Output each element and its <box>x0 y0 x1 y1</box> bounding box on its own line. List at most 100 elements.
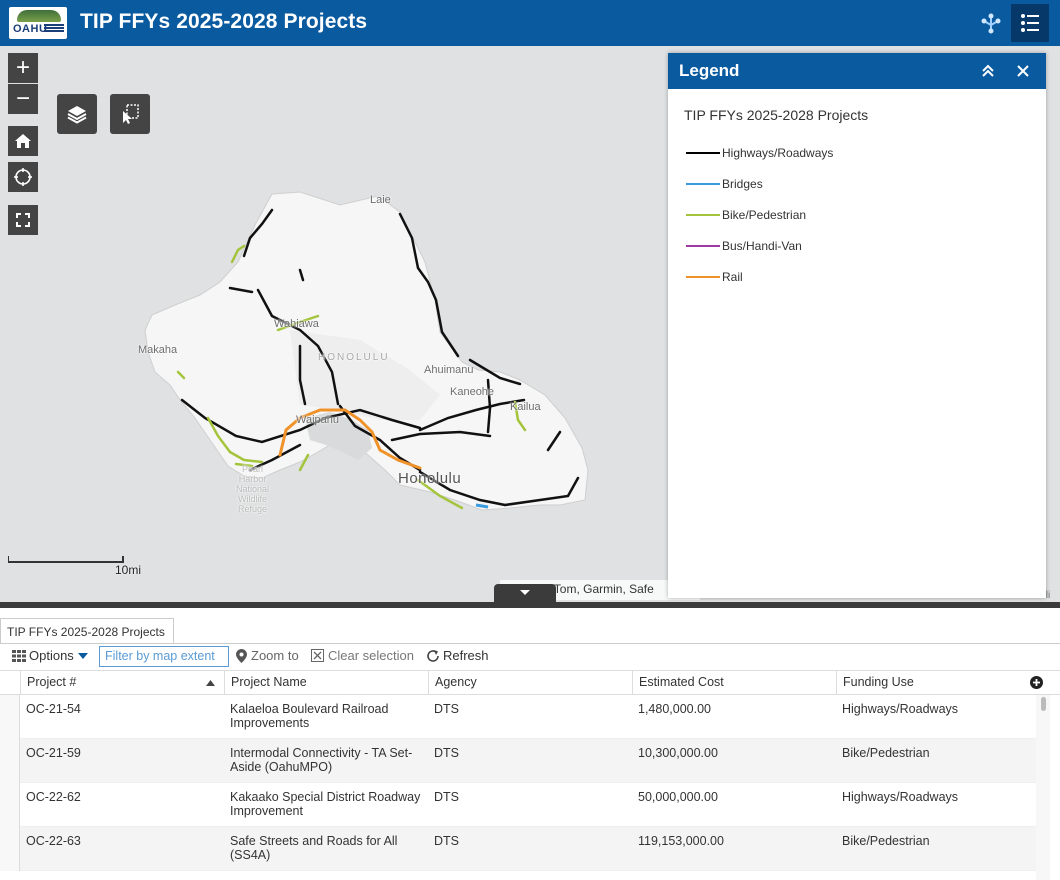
legend-item: Bus/Handi-Van <box>686 238 802 254</box>
cell-use: Bike/Pedestrian <box>842 746 930 760</box>
fullscreen-button[interactable] <box>8 205 38 235</box>
cell-use: Highways/Roadways <box>842 790 959 804</box>
filter-by-extent-button[interactable]: Filter by map extent <box>99 646 229 667</box>
attribute-table: Project # Project Name Agency Estimated … <box>0 670 1060 880</box>
legend-toggle-button[interactable] <box>1011 4 1049 42</box>
cell-project: OC-22-62 <box>26 790 81 804</box>
legend-swatch <box>686 214 720 216</box>
place-ahuimanu: Ahuimanu <box>424 364 474 376</box>
row-selector[interactable] <box>0 783 20 827</box>
zoom-in-button[interactable]: + <box>8 53 38 83</box>
legend-swatch <box>686 245 720 247</box>
row-selector[interactable] <box>0 695 20 739</box>
select-button[interactable] <box>110 94 150 134</box>
cell-project: OC-21-59 <box>26 746 81 760</box>
app-title: TIP FFYs 2025-2028 Projects <box>80 10 368 33</box>
place-wahiawa: Wahiawa <box>274 318 319 330</box>
col-header-project-name[interactable]: Project Name <box>224 671 428 695</box>
tab-tip-projects[interactable]: TIP FFYs 2025-2028 Projects <box>0 618 174 644</box>
cell-agency: DTS <box>434 834 459 848</box>
table-toggle-handle[interactable] <box>494 584 556 602</box>
zoom-to-button[interactable]: Zoom to <box>236 648 299 663</box>
legend-item-label: Bus/Handi-Van <box>722 239 802 253</box>
clear-selection-label: Clear selection <box>328 648 414 663</box>
cell-cost: 119,153,000.00 <box>638 834 724 848</box>
legend-title: Legend <box>679 61 740 80</box>
locate-button[interactable] <box>8 162 38 192</box>
table-row[interactable]: OC-21-54 Kalaeloa Boulevard Railroad Impr… <box>0 695 1036 739</box>
list-icon <box>1021 14 1039 32</box>
app-header: OAHU TIP FFYs 2025-2028 Projects <box>0 0 1060 46</box>
options-label: Options <box>29 648 74 663</box>
share-network-button[interactable] <box>972 4 1010 42</box>
place-waipahu: Waipahu <box>296 414 340 426</box>
table-scrollbar[interactable] <box>1036 695 1050 880</box>
close-legend-button[interactable] <box>1014 62 1032 80</box>
col-header-agency[interactable]: Agency <box>428 671 632 695</box>
clear-selection-button[interactable]: Clear selection <box>311 648 414 663</box>
legend-panel: Legend TIP FFYs 2025-2028 Projects Highw… <box>668 53 1046 598</box>
tab-divider <box>0 643 1060 644</box>
table-header-row: Project # Project Name Agency Estimated … <box>0 671 1060 695</box>
row-selector[interactable] <box>0 827 20 871</box>
caret-down-icon <box>520 590 530 595</box>
refresh-icon <box>427 649 439 662</box>
place-laie: Laie <box>370 194 391 206</box>
cell-cost: 50,000,000.00 <box>638 790 718 804</box>
cell-use: Bike/Pedestrian <box>842 834 930 848</box>
refresh-label: Refresh <box>443 648 489 663</box>
cell-agency: DTS <box>434 790 459 804</box>
table-row[interactable]: OC-21-59 Intermodal Connectivity - TA Set… <box>0 739 1036 783</box>
legend-swatch <box>686 152 720 154</box>
table-row[interactable]: OC-22-63 Safe Streets and Roads for All (… <box>0 827 1036 871</box>
legend-item: Rail <box>686 269 743 285</box>
panel-splitter[interactable] <box>0 602 1060 608</box>
home-button[interactable] <box>8 126 38 156</box>
place-kailua: Kailua <box>510 401 541 413</box>
legend-swatch <box>686 183 720 185</box>
table-row[interactable]: OC-22-62 Kakaako Special District Roadway… <box>0 783 1036 827</box>
place-pearl-harbor-refuge: Pearl Harbor National Wildlife Refuge <box>236 464 270 514</box>
zoom-to-label: Zoom to <box>251 648 299 663</box>
table-toolbar: Options Filter by map extent Zoom to Cle… <box>0 644 1060 670</box>
cell-project: OC-22-63 <box>26 834 81 848</box>
zoom-out-button[interactable]: − <box>8 84 38 114</box>
collapse-legend-button[interactable] <box>979 62 997 80</box>
network-icon <box>981 13 1001 34</box>
legend-item-label: Highways/Roadways <box>722 146 834 160</box>
cell-project: OC-21-54 <box>26 702 81 716</box>
cell-agency: DTS <box>434 702 459 716</box>
cell-cost: 10,300,000.00 <box>638 746 718 760</box>
options-button[interactable]: Options <box>12 648 88 663</box>
legend-swatch <box>686 276 720 278</box>
cell-agency: DTS <box>434 746 459 760</box>
close-icon <box>1017 65 1029 77</box>
legend-item-label: Bike/Pedestrian <box>722 208 807 222</box>
oahu-basemap[interactable] <box>0 46 1060 602</box>
legend-item-label: Bridges <box>722 177 763 191</box>
layer-list-button[interactable] <box>57 94 97 134</box>
cell-use: Highways/Roadways <box>842 702 959 716</box>
layers-icon <box>67 106 87 124</box>
col-header-project-number[interactable]: Project # <box>20 671 224 695</box>
crosshair-icon <box>14 168 32 186</box>
scale-bar <box>8 556 124 563</box>
attribute-table-tabs: TIP FFYs 2025-2028 Projects <box>0 608 1060 644</box>
place-kaneohe: Kaneohe <box>450 386 495 398</box>
double-chevron-up-icon <box>982 64 994 77</box>
cell-name: Safe Streets and Roads for All (SS4A) <box>230 834 398 862</box>
legend-header: Legend <box>668 53 1046 89</box>
select-cursor-icon <box>123 104 139 124</box>
place-honolulu-county: HONOLULU <box>318 352 390 363</box>
legend-item-label: Rail <box>722 270 743 284</box>
legend-layer-title: TIP FFYs 2025-2028 Projects <box>684 107 869 123</box>
add-column-button[interactable] <box>1030 676 1043 694</box>
chevron-down-icon <box>77 652 88 659</box>
legend-item: Bike/Pedestrian <box>686 207 806 223</box>
fullscreen-icon <box>16 213 30 227</box>
col-header-funding-use[interactable]: Funding Use <box>836 671 1036 695</box>
refresh-button[interactable]: Refresh <box>426 648 489 663</box>
col-header-estimated-cost[interactable]: Estimated Cost <box>632 671 836 695</box>
row-selector[interactable] <box>0 739 20 783</box>
cell-name: Kalaeloa Boulevard Railroad Improvements <box>230 702 389 730</box>
